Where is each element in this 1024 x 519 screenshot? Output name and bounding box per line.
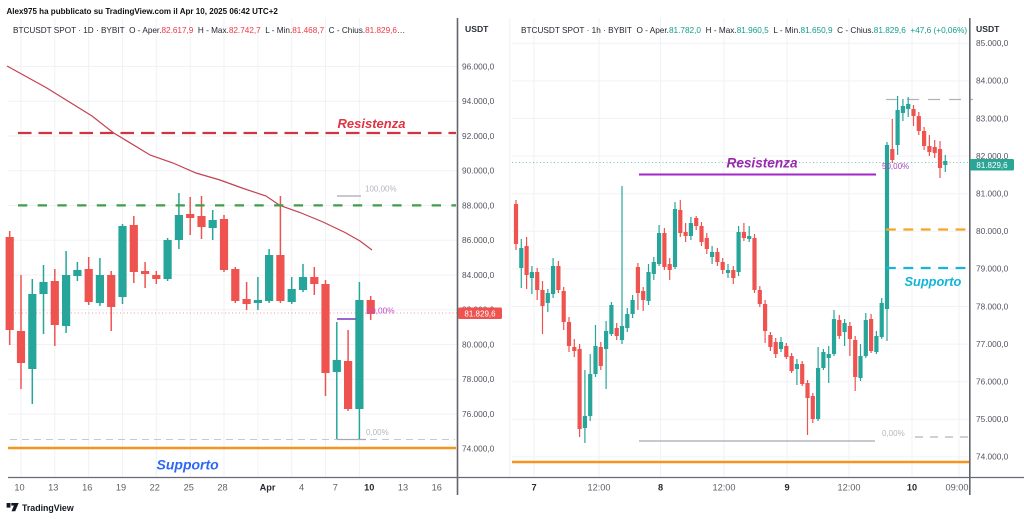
svg-text:82.000,0: 82.000,0 bbox=[976, 151, 1009, 161]
svg-text:78.000,0: 78.000,0 bbox=[976, 301, 1009, 311]
svg-text:USDT: USDT bbox=[976, 24, 1000, 34]
svg-text:7: 7 bbox=[531, 483, 536, 493]
svg-text:Resistenza: Resistenza bbox=[338, 116, 406, 131]
svg-text:85.000,0: 85.000,0 bbox=[976, 38, 1009, 48]
svg-text:10: 10 bbox=[364, 483, 374, 493]
svg-text:81.829,6: 81.829,6 bbox=[976, 161, 1008, 170]
svg-text:0,00%: 0,00% bbox=[882, 429, 905, 438]
svg-text:12:00: 12:00 bbox=[588, 483, 611, 493]
svg-text:Supporto: Supporto bbox=[157, 457, 220, 473]
svg-text:19: 19 bbox=[116, 483, 126, 493]
svg-text:BTCUSDT SPOT · 1D · BYBIT O -: BTCUSDT SPOT · 1D · BYBIT O - Aper.82.61… bbox=[13, 26, 405, 35]
svg-text:9: 9 bbox=[784, 483, 789, 493]
svg-text:77.000,0: 77.000,0 bbox=[976, 339, 1009, 349]
svg-text:22: 22 bbox=[150, 483, 160, 493]
svg-text:88.000,0: 88.000,0 bbox=[462, 200, 495, 210]
svg-text:78.000,0: 78.000,0 bbox=[462, 374, 495, 384]
svg-text:50,00%: 50,00% bbox=[882, 162, 909, 171]
svg-text:80.000,0: 80.000,0 bbox=[462, 339, 495, 349]
svg-text:92.000,0: 92.000,0 bbox=[462, 131, 495, 141]
svg-text:TradingView: TradingView bbox=[22, 503, 74, 513]
svg-text:84.000,0: 84.000,0 bbox=[976, 76, 1009, 86]
svg-text:84.000,0: 84.000,0 bbox=[462, 270, 495, 280]
svg-text:10: 10 bbox=[907, 483, 917, 493]
svg-text:75.000,0: 75.000,0 bbox=[976, 414, 1009, 424]
svg-text:94.000,0: 94.000,0 bbox=[462, 96, 495, 106]
svg-text:Alex975 ha pubblicato su Tradi: Alex975 ha pubblicato su TradingView.com… bbox=[7, 7, 279, 16]
svg-text:28: 28 bbox=[217, 483, 227, 493]
svg-text:16: 16 bbox=[432, 483, 442, 493]
svg-text:13: 13 bbox=[398, 483, 408, 493]
svg-text:79.000,0: 79.000,0 bbox=[976, 264, 1009, 274]
svg-text:86.000,0: 86.000,0 bbox=[462, 235, 495, 245]
svg-text:100,00%: 100,00% bbox=[365, 185, 397, 194]
svg-text:Apr: Apr bbox=[260, 483, 276, 493]
svg-text:74.000,0: 74.000,0 bbox=[976, 452, 1009, 462]
svg-text:76.000,0: 76.000,0 bbox=[462, 409, 495, 419]
svg-text:90.000,0: 90.000,0 bbox=[462, 166, 495, 176]
svg-text:12:00: 12:00 bbox=[838, 483, 861, 493]
svg-text:25: 25 bbox=[184, 483, 194, 493]
svg-text:8: 8 bbox=[658, 483, 663, 493]
svg-text:0,00%: 0,00% bbox=[366, 428, 389, 437]
svg-text:09:00: 09:00 bbox=[946, 483, 969, 493]
svg-text:4: 4 bbox=[299, 483, 304, 493]
svg-text:80.000,0: 80.000,0 bbox=[976, 226, 1009, 236]
svg-text:7: 7 bbox=[333, 483, 338, 493]
svg-text:96.000,0: 96.000,0 bbox=[462, 61, 495, 71]
svg-text:BTCUSDT SPOT · 1h · BYBIT O -: BTCUSDT SPOT · 1h · BYBIT O - Aper.81.78… bbox=[521, 26, 967, 35]
svg-text:74.000,0: 74.000,0 bbox=[462, 444, 495, 454]
svg-text:Resistenza: Resistenza bbox=[727, 156, 798, 171]
svg-text:76.000,0: 76.000,0 bbox=[976, 377, 1009, 387]
svg-text:50,00%: 50,00% bbox=[367, 306, 396, 316]
svg-text:USDT: USDT bbox=[465, 24, 489, 34]
svg-text:83.000,0: 83.000,0 bbox=[976, 113, 1009, 123]
svg-text:16: 16 bbox=[82, 483, 92, 493]
svg-text:10: 10 bbox=[14, 483, 24, 493]
svg-text:13: 13 bbox=[48, 483, 58, 493]
svg-text:81.000,0: 81.000,0 bbox=[976, 189, 1009, 199]
svg-text:81.829,6: 81.829,6 bbox=[464, 310, 496, 319]
svg-text:Supporto: Supporto bbox=[905, 274, 962, 289]
svg-text:12:00: 12:00 bbox=[713, 483, 736, 493]
